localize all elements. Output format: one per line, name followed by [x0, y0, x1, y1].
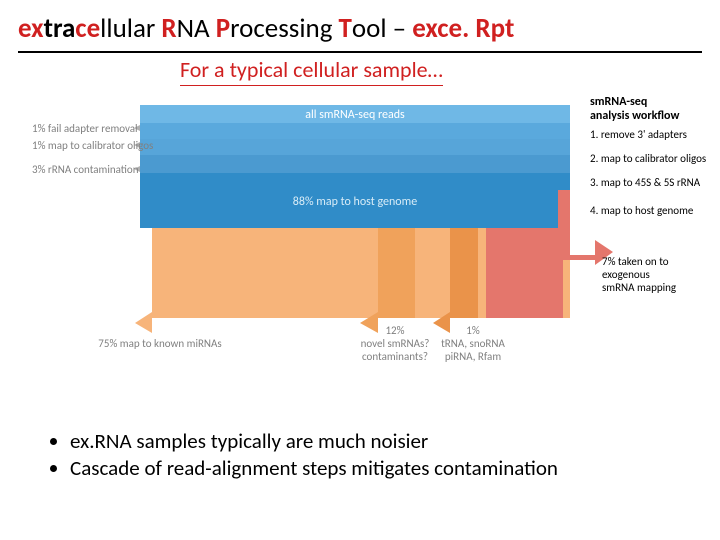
svg-text:exogenous: exogenous — [602, 268, 650, 281]
svg-text:7% taken on to: 7% taken on to — [602, 255, 669, 268]
workflow-heading: smRNA-seqanalysis workflow — [590, 95, 679, 124]
svg-text:3% rRNA contamination: 3% rRNA contamination — [32, 163, 139, 176]
svg-text:3. map to 45S & 5S rRNA: 3. map to 45S & 5S rRNA — [590, 176, 701, 189]
bullet-item: ex.RNA samples typically are much noisie… — [70, 428, 558, 455]
svg-text:all smRNA-seq reads: all smRNA-seq reads — [305, 108, 405, 122]
svg-text:tRNA, snoRNA: tRNA, snoRNA — [441, 337, 505, 350]
svg-text:piRNA, Rfam: piRNA, Rfam — [445, 350, 501, 363]
bullet-list: ex.RNA samples typically are much noisie… — [50, 428, 558, 483]
svg-text:contaminants?: contaminants? — [362, 350, 428, 363]
page-title: extracellular RNA Processing Tool – exce… — [18, 12, 702, 53]
svg-text:88% map to host genome: 88% map to host genome — [293, 195, 417, 209]
bullet-item: Cascade of read-alignment steps mitigate… — [70, 455, 558, 482]
svg-text:1%: 1% — [466, 324, 480, 337]
svg-text:12%: 12% — [385, 324, 404, 337]
svg-text:smRNA mapping: smRNA mapping — [602, 281, 676, 294]
workflow-diagram: all smRNA-seq reads 88% map to host genom… — [10, 90, 710, 380]
diagram-svg: all smRNA-seq reads 88% map to host genom… — [10, 90, 710, 380]
svg-text:2. map to calibrator oligos: 2. map to calibrator oligos — [590, 152, 706, 165]
subtitle: For a typical cellular sample… — [180, 56, 443, 86]
svg-text:novel smRNAs?: novel smRNAs? — [361, 337, 430, 350]
svg-text:1% map to calibrator oligos: 1% map to calibrator oligos — [32, 139, 153, 152]
svg-text:4. map to host genome: 4. map to host genome — [590, 204, 694, 217]
svg-text:1% fail adapter removal: 1% fail adapter removal — [32, 122, 138, 135]
svg-text:75% map to known miRNAs: 75% map to known miRNAs — [98, 337, 221, 350]
svg-text:1. remove 3' adapters: 1. remove 3' adapters — [590, 128, 687, 141]
